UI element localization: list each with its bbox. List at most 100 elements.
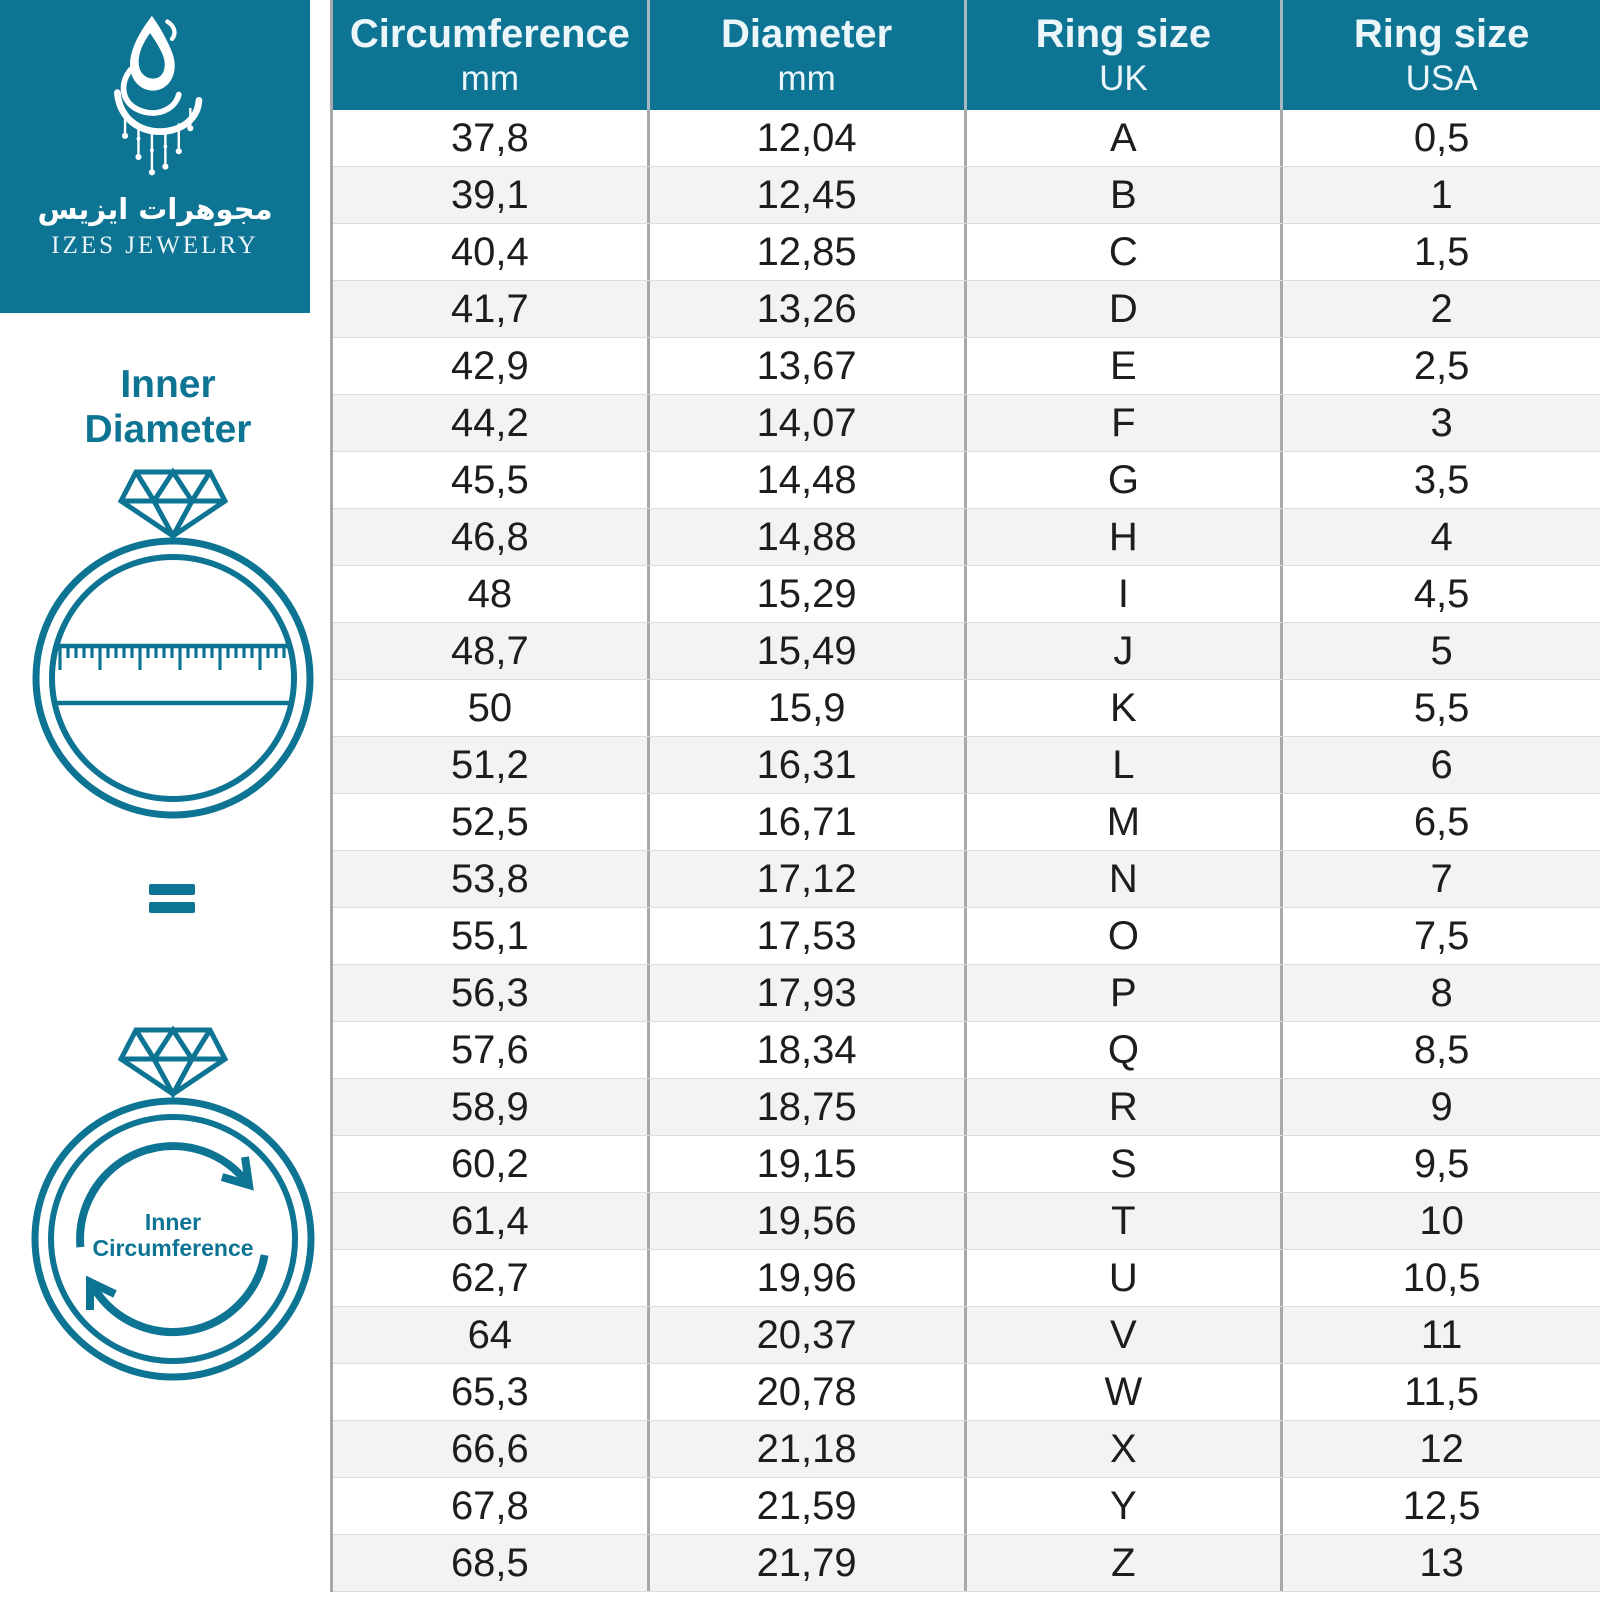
cell-circumference-mm: 57,6 <box>333 1022 650 1078</box>
table-row: 46,8 14,88 H 4 <box>333 509 1600 566</box>
cell-ring-size-usa: 10 <box>1419 1198 1464 1243</box>
table-header: Circumference mm Diameter mm Ring size U… <box>333 0 1600 110</box>
cell-circumference-mm: 48 <box>333 566 650 622</box>
cell-diameter-mm: 21,18 <box>650 1421 967 1477</box>
cell-circumference-mm: 39,1 <box>333 167 650 223</box>
header-unit: mm <box>777 58 836 98</box>
cell-diameter-mm: 12,04 <box>650 110 967 166</box>
table-row: 67,8 21,59 Y 12,5 <box>333 1478 1600 1535</box>
cell-ring-size-usa: 8,5 <box>1413 1027 1470 1072</box>
header-diameter: Diameter mm <box>649 0 967 110</box>
cell-circumference-mm: 37,8 <box>333 110 650 166</box>
table-row: 51,2 16,31 L 6 <box>333 737 1600 794</box>
table-row: 39,1 12,45 B 1 <box>333 167 1600 224</box>
cell-diameter-mm: 19,56 <box>650 1193 967 1249</box>
cell-ring-size-uk: I <box>967 566 1284 622</box>
cell-ring-size-usa: 6,5 <box>1413 799 1470 844</box>
cell-ring-size-uk: L <box>967 737 1284 793</box>
cell-circumference-mm: 45,5 <box>333 452 650 508</box>
cell-diameter-mm: 15,29 <box>650 566 967 622</box>
header-ring-size-uk: Ring size UK <box>966 0 1284 110</box>
inner-circumference-line1: Inner <box>145 1209 201 1235</box>
cell-ring-size-uk: M <box>967 794 1284 850</box>
cell-circumference-mm: 66,6 <box>333 1421 650 1477</box>
table-row: 53,8 17,12 N 7 <box>333 851 1600 908</box>
cell-ring-size-usa: 2 <box>1430 286 1453 331</box>
cell-circumference-mm: 55,1 <box>333 908 650 964</box>
cell-ring-size-uk: J <box>967 623 1284 679</box>
cell-ring-size-uk: T <box>967 1193 1284 1249</box>
cell-diameter-mm: 15,9 <box>650 680 967 736</box>
cell-circumference-mm: 44,2 <box>333 395 650 451</box>
cell-diameter-mm: 20,78 <box>650 1364 967 1420</box>
cell-ring-size-uk: X <box>967 1421 1284 1477</box>
table-row: 68,5 21,79 Z 13 <box>333 1535 1600 1592</box>
header-label: Circumference <box>349 11 630 56</box>
table-row: 45,5 14,48 G 3,5 <box>333 452 1600 509</box>
cell-ring-size-usa: 3,5 <box>1413 457 1470 502</box>
cell-diameter-mm: 17,12 <box>650 851 967 907</box>
cell-ring-size-usa: 11 <box>1420 1312 1463 1357</box>
cell-ring-size-usa: 5 <box>1430 628 1453 673</box>
cell-diameter-mm: 17,93 <box>650 965 967 1021</box>
inner-diameter-ring-icon <box>32 467 314 819</box>
cell-diameter-mm: 16,31 <box>650 737 967 793</box>
cell-ring-size-uk: O <box>967 908 1284 964</box>
cell-ring-size-usa: 0,5 <box>1413 115 1470 160</box>
cell-ring-size-uk: W <box>967 1364 1284 1420</box>
cell-ring-size-usa: 8 <box>1430 970 1453 1015</box>
table-row: 66,6 21,18 X 12 <box>333 1421 1600 1478</box>
cell-circumference-mm: 41,7 <box>333 281 650 337</box>
cell-ring-size-usa: 9,5 <box>1413 1141 1470 1186</box>
cell-ring-size-usa: 5,5 <box>1413 685 1470 730</box>
table-row: 41,7 13,26 D 2 <box>333 281 1600 338</box>
cell-ring-size-usa: 4 <box>1430 514 1453 559</box>
rotation-arrows-icon <box>76 1142 269 1337</box>
cell-ring-size-usa: 9 <box>1430 1084 1453 1129</box>
cell-circumference-mm: 53,8 <box>333 851 650 907</box>
table-row: 44,2 14,07 F 3 <box>333 395 1600 452</box>
cell-circumference-mm: 51,2 <box>333 737 650 793</box>
table-row: 48 15,29 I 4,5 <box>333 566 1600 623</box>
cell-circumference-mm: 40,4 <box>333 224 650 280</box>
cell-ring-size-uk: Z <box>967 1535 1284 1591</box>
cell-circumference-mm: 52,5 <box>333 794 650 850</box>
inner-diameter-line2: Diameter <box>84 408 252 451</box>
inner-circumference-ring-icon: Inner Circumference <box>31 1025 315 1381</box>
cell-diameter-mm: 13,67 <box>650 338 967 394</box>
cell-circumference-mm: 65,3 <box>333 1364 650 1420</box>
cell-ring-size-usa: 2,5 <box>1413 343 1470 388</box>
table-row: 60,2 19,15 S 9,5 <box>333 1136 1600 1193</box>
cell-circumference-mm: 46,8 <box>333 509 650 565</box>
cell-ring-size-usa: 6 <box>1430 742 1453 787</box>
cell-diameter-mm: 14,07 <box>650 395 967 451</box>
inner-circumference-line2: Circumference <box>92 1235 253 1261</box>
cell-ring-size-uk: H <box>967 509 1284 565</box>
header-unit: USA <box>1405 58 1478 98</box>
table-row: 65,3 20,78 W 11,5 <box>333 1364 1600 1421</box>
table-row: 42,9 13,67 E 2,5 <box>333 338 1600 395</box>
header-label: Ring size <box>1353 11 1530 56</box>
brand-logo-block: مجوهرات ايزيس IZES JEWELRY <box>0 0 310 313</box>
table-row: 62,7 19,96 U 10,5 <box>333 1250 1600 1307</box>
cell-ring-size-uk: A <box>967 110 1284 166</box>
cell-diameter-mm: 18,34 <box>650 1022 967 1078</box>
cell-ring-size-uk: Y <box>967 1478 1284 1534</box>
cell-circumference-mm: 48,7 <box>333 623 650 679</box>
cell-ring-size-uk: Q <box>967 1022 1284 1078</box>
cell-diameter-mm: 21,79 <box>650 1535 967 1591</box>
cell-diameter-mm: 14,88 <box>650 509 967 565</box>
cell-ring-size-uk: R <box>967 1079 1284 1135</box>
header-unit: mm <box>460 58 520 98</box>
table-row: 52,5 16,71 M 6,5 <box>333 794 1600 851</box>
cell-circumference-mm: 67,8 <box>333 1478 650 1534</box>
brand-name-arabic: مجوهرات ايزيس <box>37 192 273 226</box>
ruler-ticks <box>58 646 286 670</box>
header-circumference: Circumference mm <box>333 0 650 110</box>
table-row: 48,7 15,49 J 5 <box>333 623 1600 680</box>
table-row: 57,6 18,34 Q 8,5 <box>333 1022 1600 1079</box>
cell-ring-size-usa: 4,5 <box>1413 571 1470 616</box>
cell-ring-size-uk: P <box>967 965 1284 1021</box>
inner-diameter-label: Inner Diameter <box>0 362 336 452</box>
